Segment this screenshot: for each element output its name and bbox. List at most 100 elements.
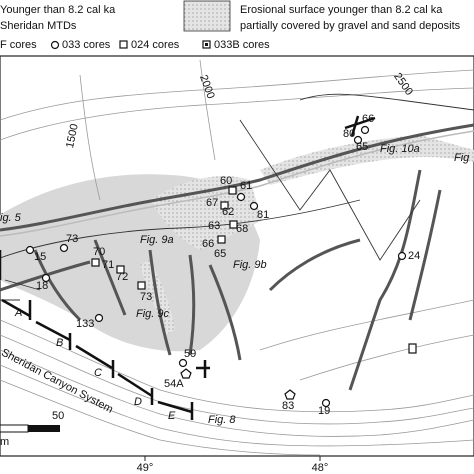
core-label: 61 [240,180,252,192]
core-label: 66 [362,113,374,125]
section-label: A [14,307,22,319]
core-symbol [284,389,296,400]
core-label: 63 [208,220,220,232]
channel [33,249,82,322]
core-symbol [178,358,188,368]
core-symbol [397,251,407,261]
legend-text: 033 cores [62,39,111,51]
core-symbol [137,281,146,290]
figure-label: Fig. 10a [380,143,420,155]
fig-line [0,250,210,420]
legend-text: 033B cores [214,39,270,51]
contour [0,87,474,141]
erosional-surface [260,135,474,185]
legend-text: F cores [0,39,37,51]
legend-text: partially covered by gravel and sand dep… [240,20,461,32]
core-symbol [321,398,331,408]
core-label: 62 [222,206,234,218]
channel [0,130,474,237]
core-label: 72 [116,271,128,283]
core-symbol [360,125,370,135]
figure-label: ig. 5 [0,212,22,224]
core-symbol [59,243,69,253]
section-label: C [94,367,102,379]
core-label: 65 [356,141,368,153]
core-label: 65 [214,248,226,260]
core-symbol [249,201,259,211]
figure-label: Fig. 9b [233,259,267,271]
core-symbol [116,265,125,274]
contour [299,334,474,381]
core-symbol [91,258,100,267]
fig-line [344,115,376,137]
channel [348,169,422,391]
legend-text: Younger than 8.2 cal ka [0,4,116,16]
core-label: 66 [202,238,214,250]
core-label: 68 [236,223,248,235]
core-label: 71 [102,259,114,271]
section-label: E [168,410,176,422]
figure-label: Fig. 8 [208,414,236,426]
core-label: 70 [93,246,105,258]
core-label: 19 [318,405,330,417]
longitude-label: 49° [137,462,154,474]
contour [0,69,474,121]
track-line [299,93,474,111]
channel [93,239,127,316]
core-symbol [408,343,417,354]
legend-symbol [205,43,208,46]
core-symbol [228,186,237,195]
legend-symbol [119,40,128,49]
contour [0,319,474,413]
figure-label: Fig. 9a [140,234,174,246]
track-line [0,199,361,259]
scale-bar [28,425,60,432]
channel [148,249,172,356]
section-label: B [56,337,63,349]
core-label: 67 [206,197,218,209]
core-label: 59 [184,348,196,360]
legend-swatch [183,0,231,32]
core-label: 83 [282,400,294,412]
legend-symbol [50,40,60,50]
contour-label: 1500 [64,123,81,149]
channel [0,123,474,232]
core-label: 73 [66,233,78,245]
core-label: 73 [140,291,152,303]
figure-label: Fig [454,152,470,164]
contour [0,379,321,456]
figure-label: Fig. 9c [136,308,170,320]
legend-text: 024 cores [131,39,180,51]
contour [259,299,474,351]
contour [0,349,474,437]
map: 66 80 65 60 61 67 62 63 81 68 66 65 24 7… [0,55,474,457]
section-bracket [1,298,193,414]
scale-label: m [0,436,9,448]
core-symbol [220,201,229,210]
core-label: 60 [220,175,232,187]
channel [268,238,361,292]
core-label: 80 [343,128,355,140]
core-symbol [229,220,238,229]
core-symbol [25,245,35,255]
channel [188,254,196,356]
core-symbol [353,135,363,145]
legend-text: Sheridan MTDs [0,20,77,32]
contour [0,364,474,447]
core-label: 18 [36,280,48,292]
core-symbol [180,368,192,379]
legend: Younger than 8.2 cal ka Sheridan MTDs Er… [0,0,461,51]
scale-label: 50 [52,410,64,422]
contour [79,74,101,201]
legend-text: Erosional surface younger than 8.2 cal k… [240,4,443,16]
core-symbol [217,235,226,244]
section-label: D [134,396,142,408]
contour [0,334,474,425]
track-line [239,119,421,261]
scale-bar [0,424,29,433]
channel [208,264,242,361]
core-label: 54A [164,378,184,390]
core-label: 81 [257,209,269,221]
core-symbol [94,313,104,323]
